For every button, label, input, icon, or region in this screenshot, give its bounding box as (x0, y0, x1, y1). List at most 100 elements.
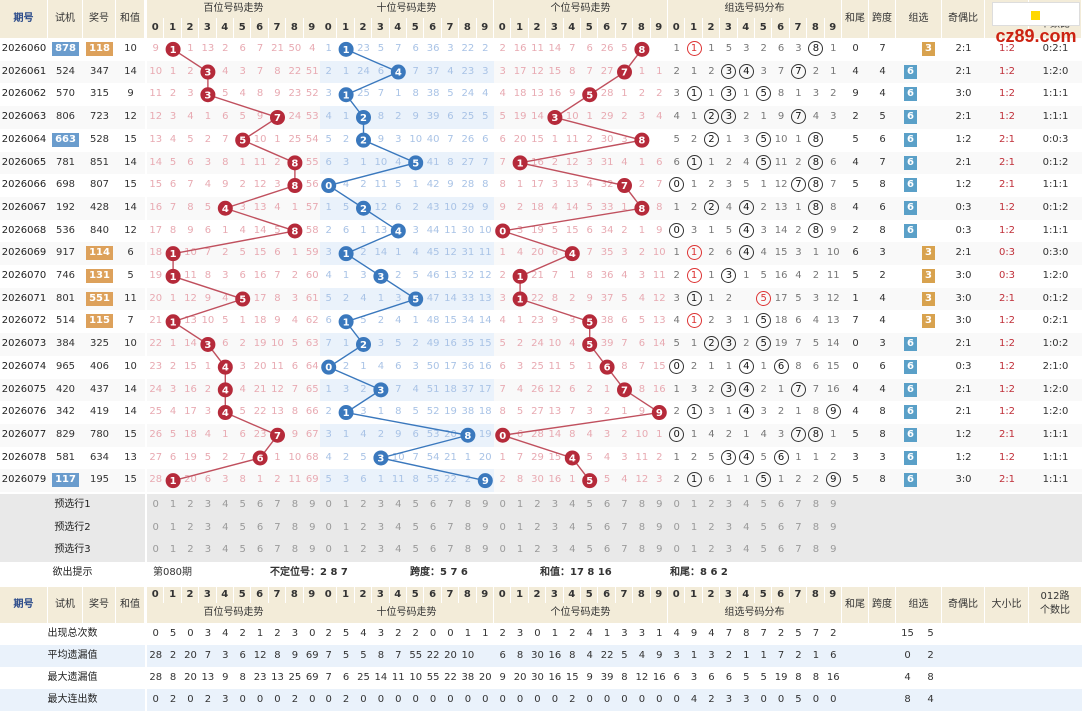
row-u-miss: 4 (494, 83, 512, 107)
row-group-cell: 7 (789, 106, 808, 129)
row-t-miss: 33 (459, 287, 477, 311)
stat-t-value: 38 (459, 666, 477, 689)
preselect-digit: 8 (459, 494, 477, 517)
row-sum: 10 (116, 333, 145, 356)
row-issue: 2026070 (0, 265, 48, 288)
row-h-miss (268, 106, 287, 129)
row-group-cell: 7 (789, 60, 808, 84)
preselect-digit: 4 (389, 516, 407, 540)
row-t-miss: 4 (354, 287, 373, 311)
group-digit-circle: 5 (756, 313, 772, 329)
group-digit-circle: 7 (790, 426, 806, 442)
row-group-cell: 3 (755, 401, 773, 424)
stat-h-value: 3 (216, 644, 234, 667)
row-h-miss: 21 (268, 38, 287, 61)
row-odd-even: 0:3 (942, 355, 985, 379)
row-h-miss: 5 (216, 310, 234, 334)
row-prize: 851 (83, 151, 116, 175)
header-g-digit: 1 (685, 18, 703, 38)
footer-g-digit: 9 (824, 586, 842, 603)
row-u-miss: 6 (615, 310, 634, 334)
row-group-cell: 3 (737, 38, 755, 61)
row-group-cell: 7 (789, 423, 808, 447)
row-h-miss: 7 (199, 242, 217, 265)
preselect-digit: 4 (216, 494, 234, 517)
group-badge: 6 (904, 110, 917, 125)
row-prize: 118 (83, 38, 116, 61)
row-group-type: 6 (896, 151, 942, 175)
row-h-miss: 8 (216, 151, 234, 175)
row-group-cell: 3 (772, 423, 790, 447)
group-badge: 3 (922, 314, 935, 329)
row-group-cell: 4 (737, 378, 755, 402)
row-u-miss: 7 (494, 151, 512, 175)
row-u-miss: 3 (633, 106, 651, 129)
footer-t-digit: 1 (337, 586, 355, 603)
preselect-digit: 3 (199, 516, 217, 540)
row-h-miss: 4 (268, 196, 287, 220)
row-span: 6 (869, 355, 896, 379)
footer-t-digit: 4 (389, 586, 407, 603)
preselect-digit: 9 (303, 539, 321, 563)
row-u-miss: 25 (528, 355, 547, 379)
row-t-miss: 7 (372, 83, 390, 107)
row-u-miss: 4 (546, 196, 564, 220)
row-h-miss: 12 (251, 174, 269, 197)
row-issue: 2026076 (0, 401, 48, 424)
row-u-miss: 1 (615, 83, 634, 107)
group-digit-circle: 3 (721, 336, 737, 352)
row-group-cell: 1 (668, 38, 686, 61)
stat-h-value: 0 (303, 622, 321, 645)
stat-h-value: 28 (147, 666, 165, 689)
row-t-miss: 7 (476, 151, 494, 175)
preselect-digit: 5 (234, 516, 252, 540)
row-h-miss (268, 423, 287, 447)
row-group-type: 3 (896, 310, 942, 334)
row-sum: 12 (116, 106, 145, 129)
row-span: 2 (869, 265, 896, 288)
preselect-digit: 8 (459, 539, 477, 563)
row-t-miss (372, 378, 390, 402)
row-u-miss: 19 (511, 106, 529, 129)
row-group-cell: 1 (685, 469, 703, 492)
header-sum: 和值 (116, 0, 145, 38)
row-u-miss: 5 (563, 355, 581, 379)
row-sum: 14 (116, 60, 145, 84)
row-odd-even: 3:0 (942, 287, 985, 311)
preselect-digit: 5 (407, 494, 425, 517)
row-group-cell: 1 (685, 401, 703, 424)
row-group-cell: 5 (755, 287, 773, 311)
row-t-miss: 38 (424, 83, 442, 107)
row-u-miss: 1 (563, 469, 581, 492)
row-t-miss: 1 (320, 38, 338, 61)
row-group-cell: 1 (789, 83, 808, 107)
row-h-miss: 6 (164, 174, 182, 197)
row-t-miss: 17 (476, 378, 494, 402)
row-group-cell: 1 (772, 378, 790, 402)
stat-h-value: 8 (164, 666, 182, 689)
header-t-digit: 6 (424, 18, 442, 38)
prize-badge: 131 (86, 269, 113, 283)
row-t-miss: 8 (441, 151, 460, 175)
stat-h-value: 20 (181, 644, 200, 667)
row-t-miss: 1 (389, 242, 407, 265)
stat-span (869, 622, 896, 645)
row-u-miss: 11 (528, 38, 547, 61)
site-logo[interactable]: cz89.com (992, 2, 1080, 46)
row-odd-even: 3:0 (942, 83, 985, 107)
row-big-small: 1:2 (985, 378, 1029, 402)
stat-u-value: 4 (581, 644, 599, 667)
row-sum: 15 (116, 174, 145, 197)
stat-h-value: 0 (147, 688, 165, 711)
row-group-cell: 9 (824, 219, 842, 243)
row-t-miss (354, 128, 373, 152)
row-group-cell: 2 (668, 469, 686, 492)
row-u-miss (563, 446, 581, 470)
row-h-miss: 4 (164, 128, 182, 152)
row-t-miss: 2 (476, 38, 494, 61)
row-h-miss: 2 (164, 83, 182, 107)
stat-h-value: 13 (268, 666, 287, 689)
row-t-miss (354, 196, 373, 220)
row-group-type: 6 (896, 469, 942, 492)
row-t-miss (407, 287, 425, 311)
